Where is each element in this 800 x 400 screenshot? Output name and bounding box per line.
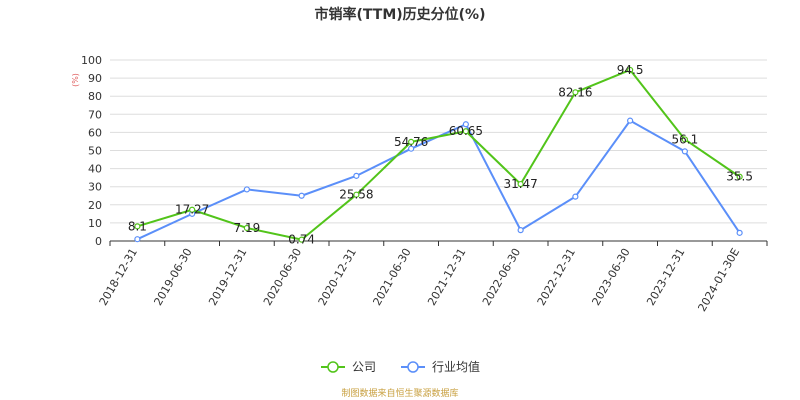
data-point <box>408 138 415 145</box>
legend-label: 公司 <box>351 360 376 374</box>
data-point <box>572 193 579 200</box>
data-labels: 8.1 17.27 7.19 0.74 25.58 54.76 60.65 31.47 82.1… <box>128 63 753 247</box>
legend-item[interactable]: 行业均值 <box>400 358 480 375</box>
data-label: 17.27 <box>175 203 209 217</box>
y-tick-label: 20 <box>88 199 102 212</box>
x-tick-label: 2022-12-31 <box>535 246 578 308</box>
y-tick-label: 10 <box>88 217 102 230</box>
x-tick-label: 2019-06-30 <box>151 246 194 308</box>
x-tick-label: 2023-06-30 <box>589 246 632 308</box>
data-point <box>462 121 469 128</box>
x-tick-label: 2023-12-31 <box>644 246 687 308</box>
data-label: 7.19 <box>234 221 261 235</box>
x-tick-label: 2018-12-31 <box>97 246 140 308</box>
y-tick-label: 0 <box>95 235 102 248</box>
source-note: 制图数据来自恒生聚源数据库 <box>341 389 459 399</box>
data-point <box>462 128 469 135</box>
data-point <box>517 180 524 188</box>
x-tick-label: 2021-06-30 <box>370 246 413 308</box>
series-lines <box>134 66 743 243</box>
data-point <box>572 89 579 96</box>
data-point <box>408 145 415 152</box>
data-point <box>627 117 634 124</box>
x-tick-label: 2020-12-31 <box>316 246 359 308</box>
data-point <box>298 236 305 243</box>
data-label: 0.74 <box>288 233 315 247</box>
legend-item[interactable]: 公司 <box>320 358 376 375</box>
legend-swatch-icon <box>320 360 345 373</box>
data-point <box>517 227 524 234</box>
x-tick-label: 2020-06-30 <box>261 246 304 308</box>
chart-title: 市销率(TTM)历史分位(%) <box>314 7 486 23</box>
data-label: 56.1 <box>672 132 699 146</box>
data-label: 60.65 <box>449 124 483 138</box>
x-tick-label: 2024-01-30E <box>696 246 743 314</box>
data-point <box>298 192 305 199</box>
y-tick-label: 60 <box>88 126 102 139</box>
legend: 公司 行业均值 <box>0 358 800 375</box>
data-label: 94.5 <box>617 63 644 77</box>
data-label: 82.16 <box>558 85 592 99</box>
data-point <box>627 66 634 74</box>
y-tick-label: 70 <box>88 108 102 121</box>
legend-label: 行业均值 <box>432 360 481 374</box>
data-point <box>134 236 141 243</box>
data-label: 8.1 <box>128 219 147 233</box>
x-tick-label: 2019-12-31 <box>206 246 249 308</box>
data-point <box>243 224 250 232</box>
data-point <box>353 191 360 198</box>
data-point <box>134 223 141 230</box>
data-point <box>353 172 360 179</box>
legend-swatch-icon <box>401 360 425 373</box>
data-label: 31.47 <box>503 177 537 191</box>
data-point <box>243 186 250 193</box>
data-label: 35.5 <box>726 170 753 184</box>
y-tick-label: 50 <box>88 145 102 158</box>
x-tick-label: 2021-12-31 <box>425 246 468 308</box>
y-tick-label: 30 <box>88 181 102 194</box>
data-point <box>681 148 688 155</box>
series-line <box>137 68 741 241</box>
grid-lines <box>110 59 767 224</box>
data-label: 25.58 <box>339 188 373 202</box>
y-tick-label: 90 <box>88 72 102 85</box>
axes: 0 10 20 30 40 50 60 70 80 90 100(%) 2018-12-31 2019-… <box>71 54 768 314</box>
data-point <box>736 229 743 236</box>
data-point <box>189 206 196 213</box>
y-tick-label: 80 <box>88 90 102 103</box>
x-tick-label: 2022-06-30 <box>480 246 523 308</box>
data-point <box>736 173 743 180</box>
y-axis-unit: (%) <box>71 73 80 87</box>
data-label: 54.76 <box>394 135 428 149</box>
data-point <box>681 136 688 143</box>
y-tick-label: 100 <box>81 54 102 67</box>
y-tick-label: 40 <box>88 163 102 176</box>
